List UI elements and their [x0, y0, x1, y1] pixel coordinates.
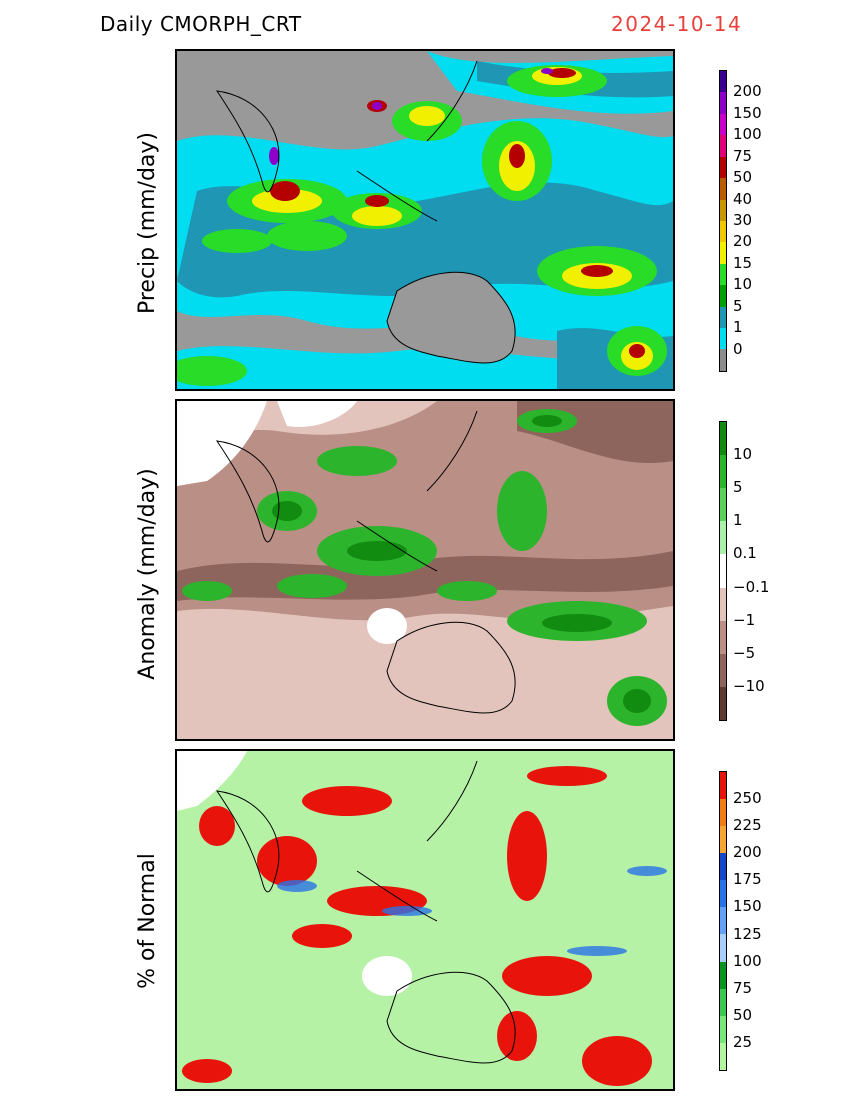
- colorbar-label: 1: [733, 511, 743, 530]
- colorbar-label: 20: [733, 232, 753, 251]
- colorbar-swatch: [720, 92, 726, 114]
- colorbar-label: 50: [733, 168, 753, 187]
- colorbar-swatch: [720, 880, 726, 908]
- colorbar-swatch: [720, 521, 726, 555]
- colorbar-swatch: [720, 135, 726, 157]
- colorbar-swatch: [720, 826, 726, 854]
- colorbar-label: 40: [733, 189, 753, 208]
- colorbar-label: −0.1: [733, 577, 770, 596]
- colorbar-swatch: [720, 242, 726, 264]
- colorbar-swatch: [720, 113, 726, 136]
- colorbar-swatch: [720, 199, 726, 221]
- percent-axis-label: % of Normal: [135, 853, 160, 989]
- colorbar-label: 100: [733, 125, 762, 144]
- colorbar-label: 200: [733, 82, 762, 101]
- colorbar-label: −10: [733, 676, 765, 695]
- colorbar-label: 100: [733, 951, 762, 970]
- precip-map-panel: [175, 49, 675, 391]
- colorbar-label: 125: [733, 924, 762, 943]
- colorbar-label: 50: [733, 1005, 753, 1024]
- colorbar-label: 75: [733, 978, 753, 997]
- colorbar-label: 0: [733, 339, 743, 358]
- colorbar-swatch: [720, 349, 726, 371]
- percent-colorbar: [719, 771, 727, 1071]
- colorbar-swatch: [720, 156, 726, 179]
- colorbar-label: 0.1: [733, 544, 757, 563]
- colorbar-swatch: [720, 71, 726, 93]
- colorbar-label: 5: [733, 296, 743, 315]
- date-label: 2024-10-14: [611, 12, 743, 36]
- colorbar-swatch: [720, 263, 726, 286]
- colorbar-swatch: [720, 853, 726, 881]
- colorbar-label: 15: [733, 253, 753, 272]
- colorbar-swatch: [720, 488, 726, 522]
- colorbar-swatch: [720, 772, 726, 800]
- precip-axis-label: Precip (mm/day): [135, 131, 160, 315]
- colorbar-swatch: [720, 554, 726, 588]
- colorbar-swatch: [720, 587, 726, 621]
- colorbar-swatch: [720, 306, 726, 329]
- colorbar-label: 175: [733, 870, 762, 889]
- colorbar-swatch: [720, 799, 726, 827]
- percent-map-panel: [175, 749, 675, 1091]
- colorbar-label: 25: [733, 1032, 753, 1051]
- colorbar-swatch: [720, 422, 726, 456]
- colorbar-swatch: [720, 455, 726, 489]
- colorbar-swatch: [720, 653, 726, 687]
- colorbar-label: 5: [733, 478, 743, 497]
- colorbar-label: 10: [733, 445, 753, 464]
- colorbar-label: 200: [733, 843, 762, 862]
- anomaly-map: [177, 401, 673, 739]
- colorbar-swatch: [720, 285, 726, 307]
- anomaly-map-panel: [175, 399, 675, 741]
- anomaly-colorbar: [719, 421, 727, 721]
- chart-title: Daily CMORPH_CRT: [100, 12, 302, 36]
- colorbar-label: 30: [733, 211, 753, 229]
- colorbar-label: −1: [733, 610, 756, 629]
- percent-map: [177, 751, 673, 1089]
- colorbar-swatch: [720, 1042, 726, 1070]
- colorbar-label: 150: [733, 103, 762, 122]
- precip-map: [177, 51, 673, 389]
- colorbar-swatch: [720, 178, 726, 200]
- colorbar-label: 1: [733, 318, 743, 337]
- colorbar-swatch: [720, 961, 726, 989]
- colorbar-swatch: [720, 620, 726, 654]
- anomaly-axis-label: Anomaly (mm/day): [135, 468, 160, 680]
- colorbar-swatch: [720, 220, 726, 243]
- colorbar-label: 10: [733, 275, 753, 294]
- colorbar-label: 150: [733, 897, 762, 916]
- colorbar-swatch: [720, 328, 726, 350]
- colorbar-swatch: [720, 1015, 726, 1043]
- colorbar-swatch: [720, 988, 726, 1016]
- colorbar-label: 225: [733, 816, 762, 835]
- colorbar-swatch: [720, 934, 726, 962]
- colorbar-label: 250: [733, 789, 762, 808]
- colorbar-label: 75: [733, 146, 753, 165]
- colorbar-label: −5: [733, 643, 756, 662]
- colorbar-swatch: [720, 686, 726, 720]
- precip-colorbar: [719, 70, 727, 372]
- colorbar-swatch: [720, 907, 726, 935]
